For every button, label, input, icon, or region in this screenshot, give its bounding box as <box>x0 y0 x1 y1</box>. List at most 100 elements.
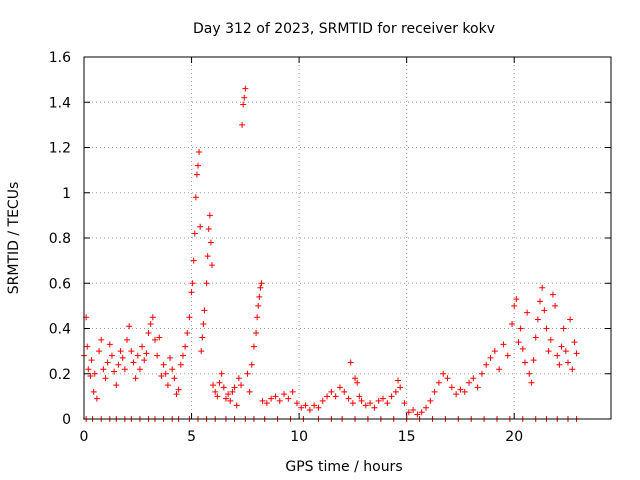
data-point <box>229 388 236 395</box>
x-tick-label: 5 <box>187 429 196 445</box>
data-point <box>124 336 131 343</box>
data-point <box>556 361 563 368</box>
data-point <box>203 280 210 287</box>
data-point <box>293 400 300 407</box>
data-point <box>132 375 139 382</box>
data-point <box>509 320 516 327</box>
data-point <box>119 354 126 361</box>
data-point <box>562 348 569 355</box>
data-point <box>302 402 309 409</box>
data-point <box>87 373 94 380</box>
data-point <box>171 375 178 382</box>
data-point <box>147 320 154 327</box>
data-point <box>474 384 481 391</box>
data-point <box>212 388 219 395</box>
data-point <box>524 309 531 316</box>
data-points <box>81 85 580 422</box>
data-point <box>356 393 363 400</box>
data-point <box>220 384 227 391</box>
data-point <box>496 366 503 373</box>
data-point <box>242 85 249 92</box>
data-point <box>250 343 257 350</box>
data-point <box>410 406 417 413</box>
data-point <box>401 400 408 407</box>
data-point <box>375 397 382 404</box>
data-point <box>444 375 451 382</box>
data-point <box>345 395 352 402</box>
data-point <box>208 262 215 269</box>
data-point <box>431 388 438 395</box>
x-tick-label: 20 <box>505 429 523 445</box>
data-point <box>233 402 240 409</box>
data-point <box>554 352 561 359</box>
y-tick-label: 0.8 <box>49 231 71 247</box>
x-tick-label: 0 <box>80 429 89 445</box>
data-point <box>88 357 95 364</box>
data-point <box>117 348 124 355</box>
data-point <box>392 388 399 395</box>
data-point <box>240 101 247 108</box>
data-point <box>246 388 253 395</box>
data-point <box>259 397 266 404</box>
data-point <box>263 400 270 407</box>
data-point <box>276 397 283 404</box>
data-point <box>182 343 189 350</box>
data-point <box>521 359 528 366</box>
data-point <box>571 339 578 346</box>
data-point <box>545 348 552 355</box>
data-point <box>121 366 128 373</box>
data-point <box>102 375 109 382</box>
data-point <box>258 280 265 287</box>
axis-ticks: 0 5 10 15 20 0 0.2 0.4 0.6 0.8 1 1.2 1.4 1.6 <box>49 50 611 445</box>
data-point <box>285 395 292 402</box>
data-point <box>201 307 208 314</box>
data-point <box>324 393 331 400</box>
y-tick-label: 1.4 <box>49 95 71 111</box>
data-point <box>423 404 430 411</box>
data-point <box>569 366 576 373</box>
data-point <box>461 388 468 395</box>
data-point <box>336 384 343 391</box>
data-point <box>268 395 275 402</box>
data-point <box>257 284 264 291</box>
data-point <box>435 379 442 386</box>
data-point <box>528 379 535 386</box>
data-point <box>162 370 169 377</box>
x-tick-label: 15 <box>398 429 416 445</box>
data-point <box>526 370 533 377</box>
data-point <box>534 316 541 323</box>
data-point <box>564 359 571 366</box>
data-point <box>478 370 485 377</box>
data-point <box>143 350 150 357</box>
y-axis-label: SRMTID / TECUs <box>6 182 22 295</box>
data-point <box>100 366 107 373</box>
y-tick-label: 0.6 <box>49 276 71 292</box>
data-point <box>196 149 203 156</box>
data-point <box>511 302 518 309</box>
data-point <box>85 366 92 373</box>
data-point <box>530 357 537 364</box>
data-point <box>235 375 242 382</box>
data-point <box>491 348 498 355</box>
y-tick-label: 1 <box>62 186 71 202</box>
data-point <box>177 361 184 368</box>
data-point <box>298 404 305 411</box>
data-point <box>328 388 335 395</box>
data-point <box>547 336 554 343</box>
data-point <box>470 375 477 382</box>
data-point <box>513 296 520 303</box>
data-point <box>519 345 526 352</box>
data-point <box>560 325 567 332</box>
data-point <box>405 409 412 416</box>
data-point <box>319 397 326 404</box>
data-point <box>199 334 206 341</box>
y-tick-label: 1.2 <box>49 141 71 157</box>
data-point <box>195 162 202 169</box>
grid-lines <box>84 57 611 419</box>
data-point <box>549 291 556 298</box>
data-point <box>248 361 255 368</box>
data-point <box>130 359 137 366</box>
data-point <box>93 395 100 402</box>
data-point <box>108 352 115 359</box>
